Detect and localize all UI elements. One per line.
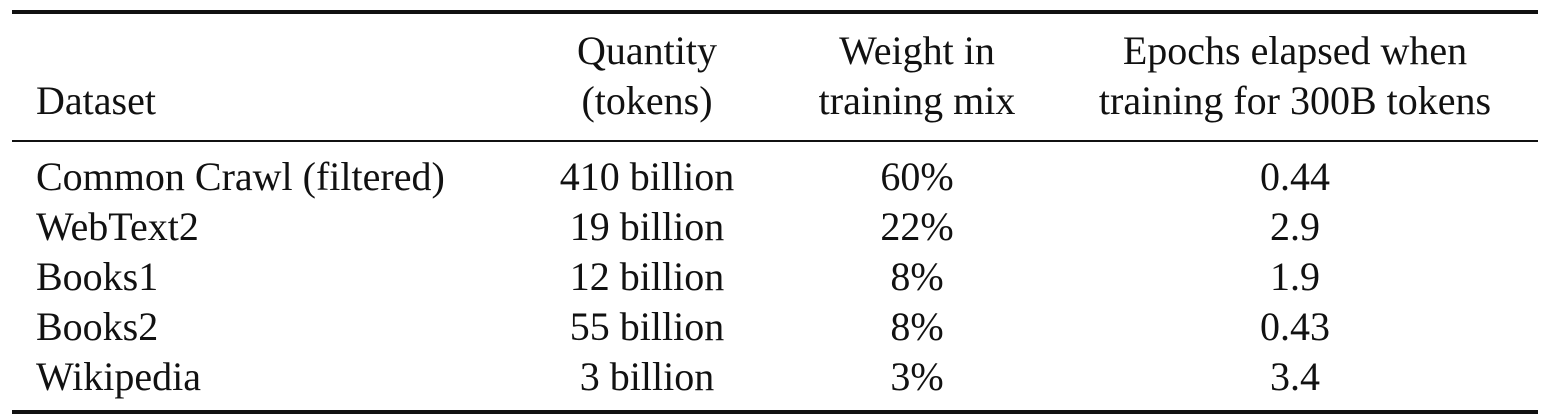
- cell-weight: 22%: [880, 204, 954, 249]
- cell-dataset: Books2: [36, 304, 159, 349]
- table-header: Dataset Quantity (tokens) Weight in trai…: [12, 12, 1538, 141]
- dataset-table: Dataset Quantity (tokens) Weight in trai…: [12, 10, 1538, 414]
- cell-quantity: 55 billion: [569, 304, 725, 349]
- cell-quantity: 19 billion: [569, 204, 725, 249]
- cell-weight: 8%: [890, 304, 944, 349]
- table-row: Common Crawl (filtered) 410 billion 60% …: [12, 141, 1538, 202]
- header-quantity-line-1: Quantity: [577, 28, 717, 73]
- cell-quantity: 3 billion: [579, 354, 715, 399]
- header-weight: Weight in training mix: [782, 12, 1052, 141]
- cell-weight: 3%: [890, 354, 944, 399]
- table-row: WebText2 19 billion 22% 2.9: [12, 202, 1538, 252]
- cell-quantity: 410 billion: [559, 154, 735, 199]
- cell-weight: 60%: [880, 154, 954, 199]
- header-row: Dataset Quantity (tokens) Weight in trai…: [12, 12, 1538, 141]
- dataset-table-container: Dataset Quantity (tokens) Weight in trai…: [12, 10, 1538, 414]
- cell-dataset: Books1: [36, 254, 159, 299]
- header-quantity: Quantity (tokens): [512, 12, 782, 141]
- cell-epochs: 0.44: [1260, 154, 1330, 199]
- cell-epochs: 1.9: [1270, 254, 1320, 299]
- header-dataset-line: Dataset: [36, 78, 156, 123]
- table-row: Books1 12 billion 8% 1.9: [12, 252, 1538, 302]
- cell-epochs: 3.4: [1270, 354, 1320, 399]
- header-epochs-line-1: Epochs elapsed when: [1122, 28, 1468, 73]
- cell-dataset: WebText2: [36, 204, 199, 249]
- table-row: Wikipedia 3 billion 3% 3.4: [12, 352, 1538, 412]
- cell-dataset: Common Crawl (filtered): [36, 154, 445, 199]
- cell-weight: 8%: [890, 254, 944, 299]
- cell-epochs: 2.9: [1270, 204, 1320, 249]
- header-quantity-line-2: (tokens): [581, 78, 713, 123]
- cell-epochs: 0.43: [1260, 304, 1330, 349]
- table-row: Books2 55 billion 8% 0.43: [12, 302, 1538, 352]
- header-epochs: Epochs elapsed when training for 300B to…: [1052, 12, 1538, 141]
- header-weight-line-2: training mix: [818, 78, 1016, 123]
- header-epochs-line-2: training for 300B tokens: [1098, 78, 1492, 123]
- header-dataset: Dataset: [12, 12, 512, 141]
- cell-dataset: Wikipedia: [36, 354, 201, 399]
- cell-quantity: 12 billion: [569, 254, 725, 299]
- table-body: Common Crawl (filtered) 410 billion 60% …: [12, 141, 1538, 412]
- header-weight-line-1: Weight in: [839, 28, 995, 73]
